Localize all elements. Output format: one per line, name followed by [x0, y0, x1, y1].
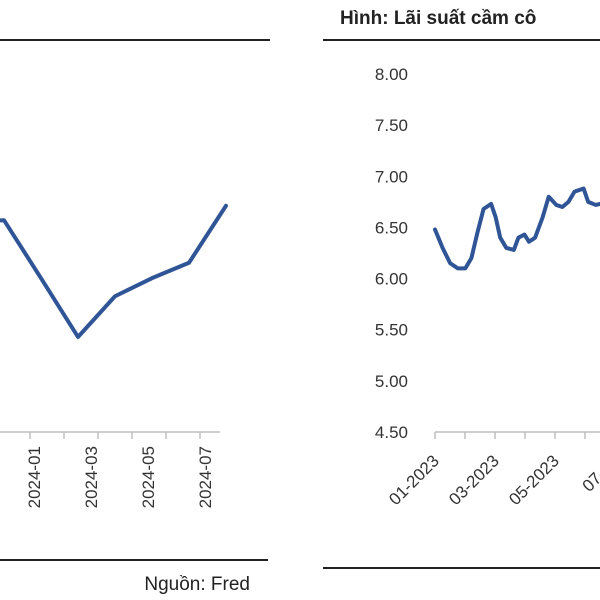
left-chart-series-line [0, 203, 228, 339]
left-chart-x-tick-label: 2024-01 [25, 446, 44, 508]
right-chart-series-line [433, 186, 600, 271]
right-chart-x-ticks [434, 432, 586, 439]
right-chart-y-tick-label: 5.50 [375, 321, 408, 340]
right-chart-y-labels: 8.00 7.50 7.00 6.50 6.00 5.50 5.00 4.50 [375, 65, 408, 442]
left-chart-x-tick-label: 2024-07 [196, 446, 215, 508]
right-chart-y-tick-label: 7.50 [375, 116, 408, 135]
source-note: Nguồn: Fred [144, 574, 250, 595]
right-chart-x-tick-label: 07-20 [579, 451, 600, 495]
right-chart-y-tick-label: 6.50 [375, 218, 408, 237]
right-panel-title: Hình: Lãi suất cầm cô [340, 8, 536, 29]
right-chart-x-labels: 01-2023 03-2023 05-2023 07-20 [385, 451, 600, 509]
left-chart-x-tick-label: 2024-03 [82, 446, 101, 508]
right-chart-y-tick-label: 7.00 [375, 167, 408, 186]
right-chart-x-tick-label: 01-2023 [385, 451, 443, 509]
right-chart-x-tick-label: 05-2023 [505, 451, 563, 509]
right-chart-y-tick-label: 8.00 [375, 65, 408, 84]
left-chart-x-tick-label: 2024-05 [139, 446, 158, 508]
left-chart-x-ticks [29, 432, 201, 439]
right-chart-x-tick-label: 03-2023 [445, 451, 503, 509]
right-chart-y-tick-label: 5.00 [375, 372, 408, 391]
right-chart-y-tick-label: 6.00 [375, 270, 408, 289]
left-chart-x-labels: 2024-01 2024-03 2024-05 2024-07 [25, 446, 215, 508]
right-chart-y-tick-label: 4.50 [375, 423, 408, 442]
